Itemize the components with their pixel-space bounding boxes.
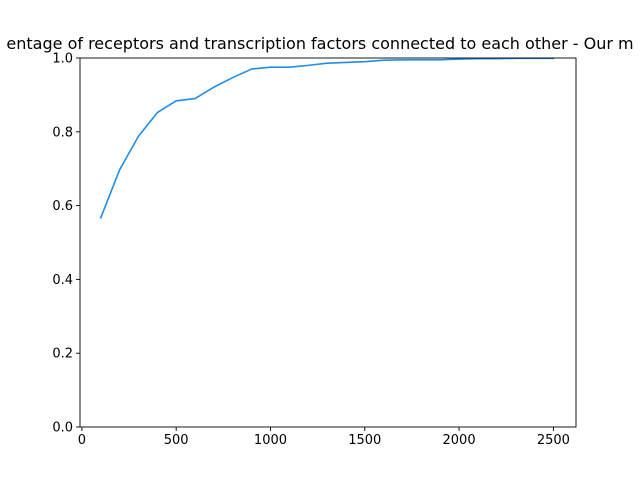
x-tick-label: 1000 <box>254 433 287 448</box>
x-tick-label: 1500 <box>348 433 381 448</box>
y-tick-label: 1.0 <box>52 52 73 67</box>
series-line-0 <box>99 57 555 219</box>
y-tick-label: 0.8 <box>52 125 73 140</box>
x-tick-label: 0 <box>78 433 86 448</box>
x-tick-label: 2500 <box>537 433 570 448</box>
series-layer <box>99 57 555 219</box>
plot-area <box>80 58 576 427</box>
y-tick-label: 0.6 <box>52 199 73 214</box>
axes-layer: 0 500 1000 1500 2000 2500 0.0 0.2 0.4 0.6 0.8 1.0 <box>52 52 577 448</box>
plot-background <box>80 58 576 427</box>
chart-title: entage of receptors and transcription fa… <box>6 34 633 53</box>
x-tick-label: 500 <box>164 433 189 448</box>
y-tick-label: 0.2 <box>52 347 73 362</box>
x-tick-label: 2000 <box>443 433 476 448</box>
y-tick-label: 0.0 <box>52 421 73 436</box>
y-tick-label: 0.4 <box>52 273 73 288</box>
axes-frame <box>79 57 577 428</box>
